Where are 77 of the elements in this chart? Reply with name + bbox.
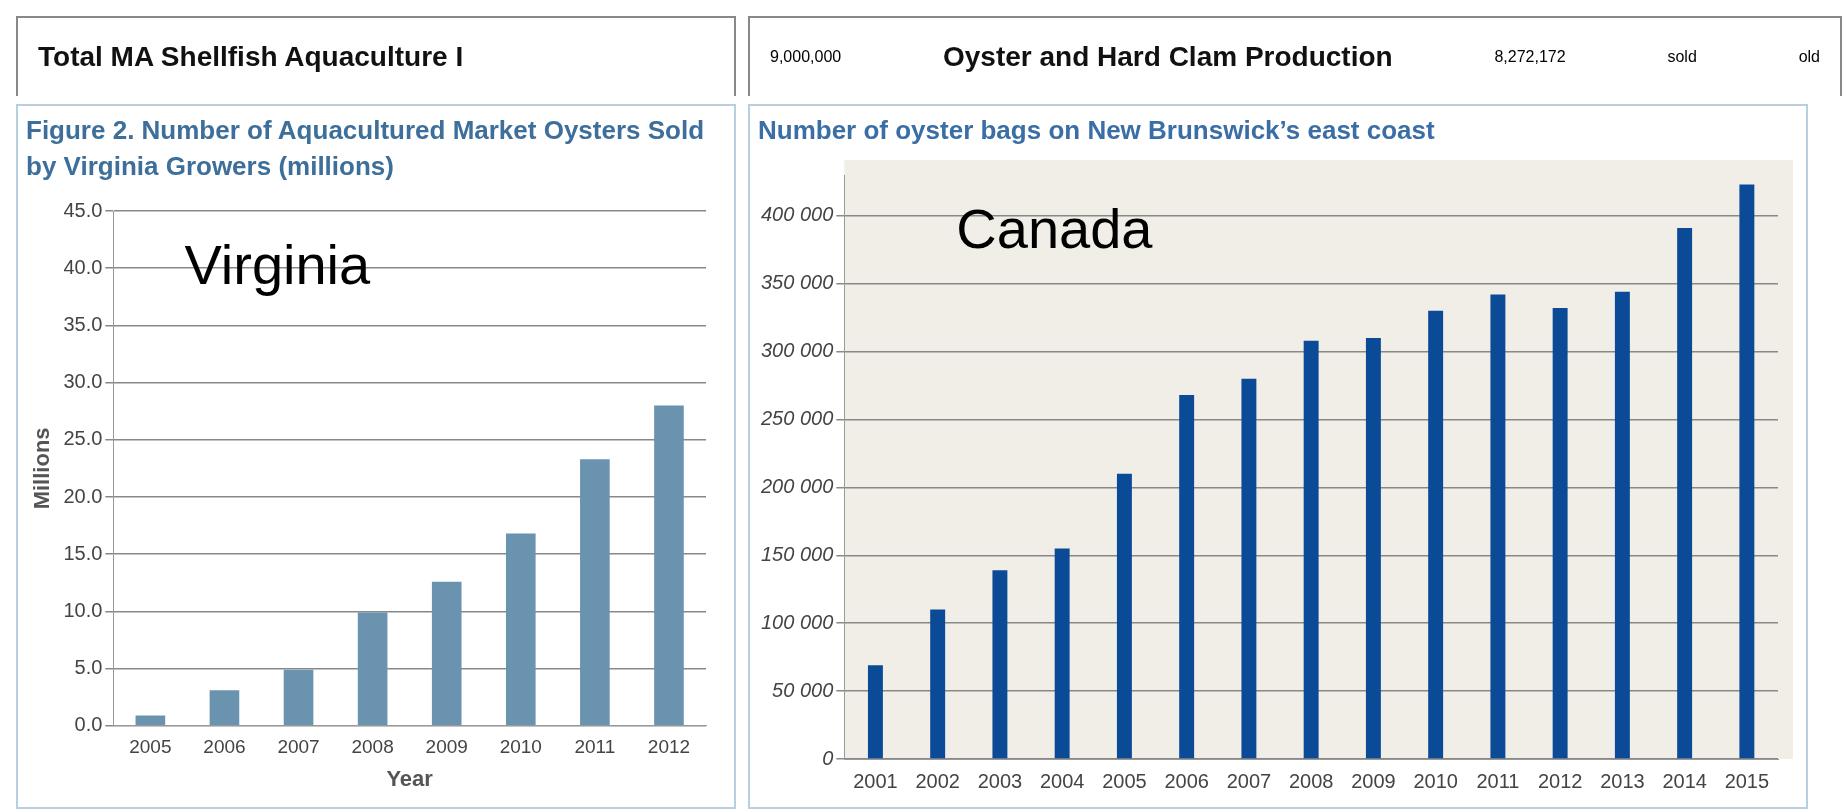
text: 9,000,000	[770, 48, 842, 66]
x-tick-label: 2002	[915, 769, 960, 792]
y-tick-label: 10.0	[63, 598, 103, 621]
bar	[283, 669, 314, 726]
y-tick-label: 20.0	[63, 484, 103, 507]
bar	[1739, 184, 1755, 759]
bar	[1365, 337, 1381, 759]
y-tick-label: 5.0	[74, 656, 103, 679]
x-tick-label: 2005	[129, 736, 172, 758]
chart-title: Figure 2. Number of Aquacultured Market Oysters Sold by Virginia Growers (millions)	[26, 114, 706, 183]
bar	[1552, 308, 1568, 759]
y-tick-label: 300 000	[761, 339, 834, 362]
x-tick-label: 2008	[1288, 769, 1334, 792]
x-tick-label: 2004	[1039, 769, 1085, 792]
bar	[1054, 548, 1070, 759]
bar	[1116, 473, 1132, 759]
y-tick-label: 0	[822, 746, 834, 769]
y-tick-label: 50 000	[772, 678, 834, 701]
x-tick-label: 2010	[499, 736, 542, 758]
x-tick-label: 2009	[1351, 769, 1396, 792]
bar	[580, 459, 610, 726]
x-tick-label: 2006	[203, 736, 246, 758]
bar	[505, 533, 536, 726]
bar	[1490, 294, 1506, 759]
y-tick-label: 100 000	[761, 610, 834, 633]
x-tick-label: 2013	[1600, 769, 1645, 792]
x-tick-label: 2014	[1662, 769, 1707, 792]
x-tick-label: 2007	[277, 736, 320, 758]
bar	[1614, 291, 1630, 759]
bar	[1677, 227, 1693, 759]
chart-title: Number of oyster bags on New Brunswick’s east coast	[758, 114, 1436, 147]
x-tick-label: 2006	[1164, 769, 1209, 792]
y-tick-label: 0.0	[74, 713, 103, 736]
x-tick-label: 2011	[1476, 769, 1520, 792]
bar	[1428, 310, 1444, 759]
x-tick-label: 2009	[425, 736, 468, 758]
bar	[1179, 395, 1195, 759]
y-tick-label: 45.0	[63, 198, 103, 221]
x-tick-label: 2015	[1724, 769, 1770, 792]
bar	[1241, 378, 1257, 759]
x-tick-label: 2003	[977, 769, 1023, 792]
x-tick-label: 2012	[1537, 769, 1583, 792]
y-tick-label: 400 000	[761, 203, 834, 226]
text: 8,272,172	[1494, 48, 1566, 66]
y-tick-label: 150 000	[761, 542, 834, 565]
x-axis-title: Year	[386, 765, 434, 791]
x-tick-label: 2012	[647, 736, 691, 758]
x-tick-label: 2007	[1226, 769, 1272, 792]
x-tick-label: 2008	[351, 736, 394, 758]
bar	[135, 715, 166, 726]
y-tick-label: 350 000	[761, 271, 834, 294]
annotation: Virginia	[184, 233, 372, 297]
y-tick-label: 30.0	[63, 370, 103, 393]
x-tick-label: 2010	[1413, 769, 1458, 792]
y-tick-label: 40.0	[63, 255, 103, 278]
bar	[1303, 340, 1319, 759]
bar	[992, 570, 1008, 759]
bar	[654, 405, 684, 726]
bar	[930, 609, 946, 759]
text: sold	[1667, 48, 1697, 66]
y-tick-label: 250 000	[760, 407, 834, 430]
x-tick-label: 2005	[1102, 769, 1147, 792]
y-axis-title: Millions	[29, 427, 55, 510]
y-tick-label: 35.0	[63, 312, 103, 335]
bar	[209, 690, 240, 726]
bar	[431, 581, 462, 726]
bar	[867, 665, 883, 759]
annotation: Canada	[956, 197, 1154, 261]
y-tick-label: 25.0	[63, 427, 103, 450]
text: old	[1798, 48, 1820, 66]
text: Total MA Shellfish Aquaculture I	[38, 41, 464, 73]
y-tick-label: 200 000	[760, 474, 834, 497]
x-tick-label: 2001	[853, 769, 898, 792]
text: Oyster and Hard Clam Production	[943, 41, 1393, 73]
x-tick-label: 2011	[574, 736, 616, 758]
bar	[357, 612, 388, 726]
y-tick-label: 15.0	[63, 541, 103, 564]
